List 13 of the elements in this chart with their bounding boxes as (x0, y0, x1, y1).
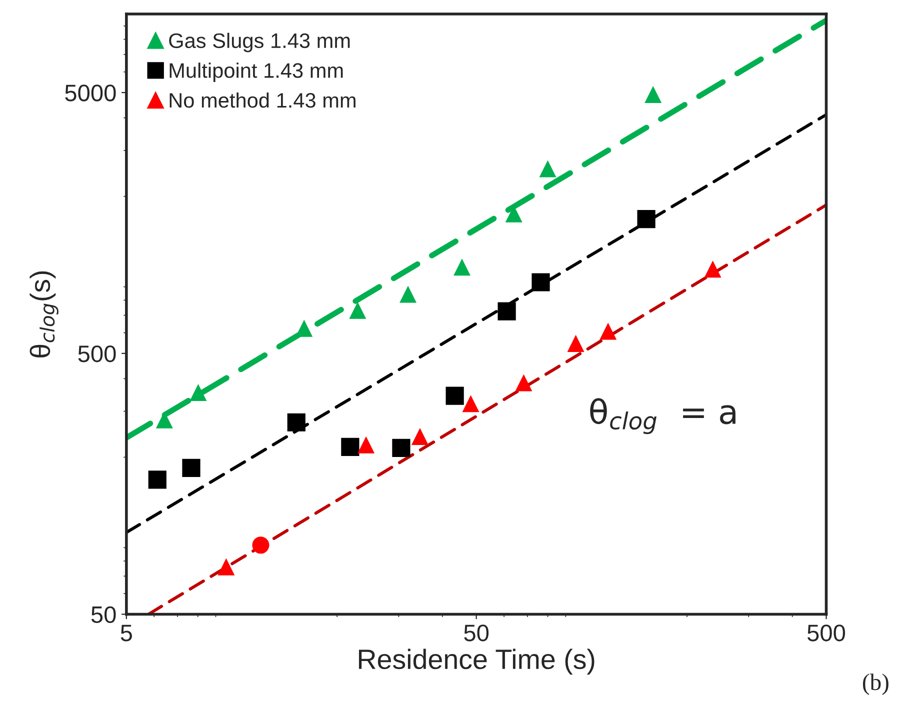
text: (b) (862, 674, 888, 695)
legend-label: Gas Slugs 1.43 mm (169, 32, 350, 52)
x-tick-label: 500 (807, 624, 846, 642)
legend-label: Multipoint 1.43 mm (170, 62, 343, 82)
y-tick-label: 500 (78, 345, 116, 362)
annotation: θ$_{clog}$ = a (590, 398, 736, 434)
y-axis-title: θ$_{clog}$(s) (30, 271, 58, 358)
legend-label: No method 1.43 mm (170, 92, 356, 108)
x-tick-label: 50 (464, 624, 489, 642)
y-tick-label: 5000 (65, 84, 116, 102)
y-tick-label: 50 (91, 606, 116, 624)
x-axis-title: Residence Time (s) (358, 648, 594, 675)
x-tick-label: 5 (120, 624, 132, 642)
